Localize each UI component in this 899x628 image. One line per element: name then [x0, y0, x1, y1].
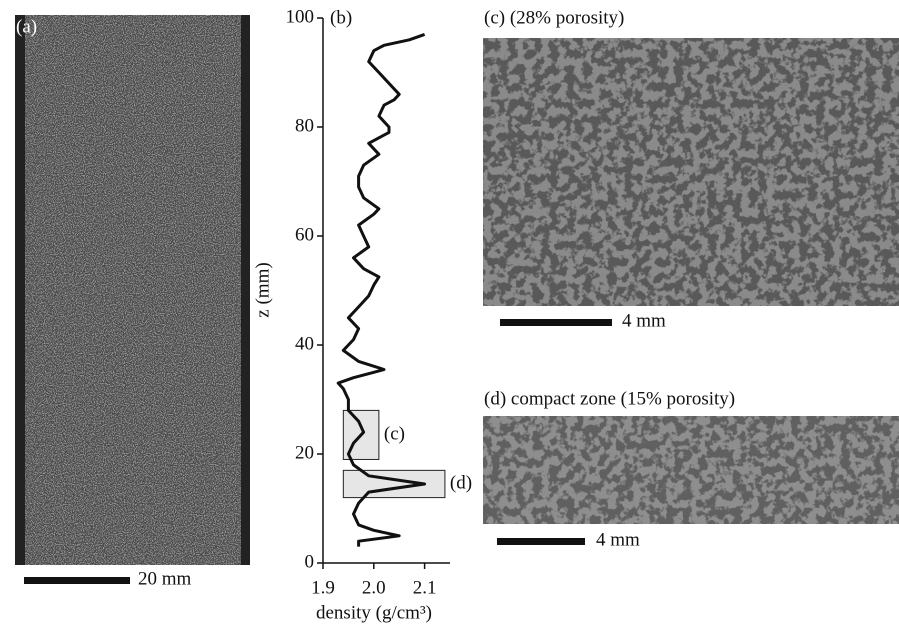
density-line	[336, 32, 427, 547]
region-label: (c)	[384, 423, 405, 444]
scale-label: 20 mm	[138, 568, 192, 589]
y-axis-title: z (mm)	[252, 262, 273, 317]
y-tick-label: 100	[286, 6, 315, 27]
y-tick-label: 20	[295, 442, 314, 463]
image-texture	[25, 15, 241, 565]
scale-bar	[24, 577, 130, 584]
panel-label: (c) (28% porosity)	[484, 7, 624, 28]
x-tick-label: 2.1	[413, 577, 437, 598]
x-axis-title: density (g/cm³)	[316, 602, 432, 623]
panel-label: (d) compact zone (15% porosity)	[484, 388, 735, 409]
image-texture	[483, 38, 899, 306]
x-tick-label: 2.0	[362, 577, 386, 598]
y-tick-label: 60	[295, 224, 314, 245]
image-texture	[483, 416, 899, 524]
region-box	[342, 469, 446, 499]
scale-label: 4 mm	[622, 310, 666, 331]
region-label: (d)	[450, 472, 472, 493]
y-tick-label: 80	[295, 115, 314, 136]
panel-label: (a)	[16, 16, 37, 37]
scale-bar	[500, 319, 612, 326]
scale-bar	[497, 538, 585, 545]
x-tick-label: 1.9	[311, 577, 335, 598]
scale-label: 4 mm	[596, 529, 640, 550]
y-tick-label: 40	[295, 333, 314, 354]
panel-label: (b)	[330, 7, 352, 28]
y-tick-label: 0	[305, 551, 315, 572]
